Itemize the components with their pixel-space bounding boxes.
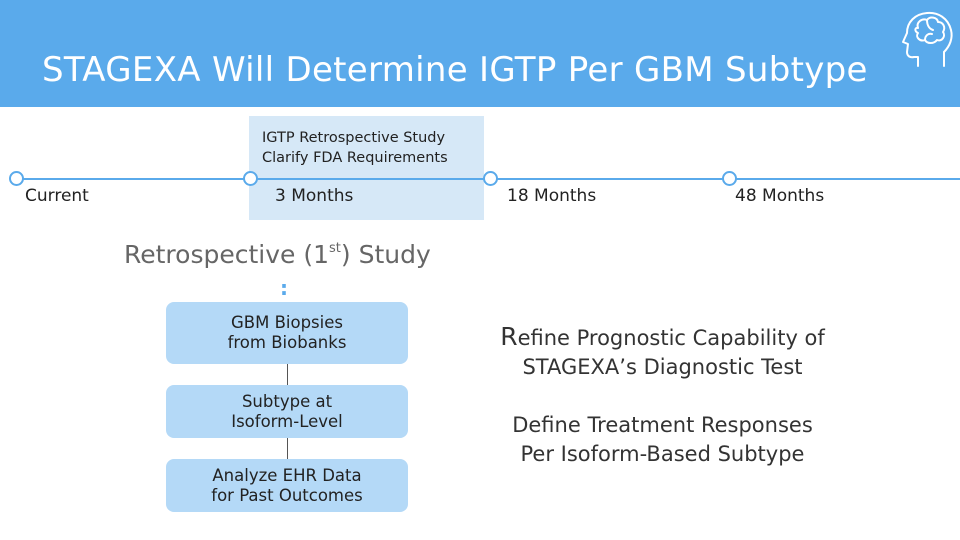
goal-treatment: Define Treatment Responses Per Isoform-B… (455, 411, 870, 469)
header-bar: STAGEXA Will Determine IGTP Per GBM Subt… (0, 0, 960, 107)
step-box-biopsies: GBM Biopsies from Biobanks (166, 302, 408, 364)
step-line: for Past Outcomes (211, 485, 363, 505)
highlight-line-2: Clarify FDA Requirements (262, 150, 448, 166)
goal-line: Refine Prognostic Capability of (500, 322, 825, 351)
step-connector (287, 364, 288, 385)
milestone-dot-18-months (483, 171, 498, 186)
step-line: Subtype at (241, 391, 333, 411)
step-line: Isoform-Level (231, 411, 343, 431)
goal-line: Define Treatment Responses (512, 413, 813, 437)
step-box-ehr: Analyze EHR Data for Past Outcomes (166, 459, 408, 512)
title-connector-mark: : (280, 276, 288, 300)
current-phase-highlight (249, 116, 484, 220)
goal-line: Per Isoform-Based Subtype (520, 442, 805, 466)
milestone-label-48-months: 48 Months (735, 186, 825, 206)
goal-prognostic: Refine Prognostic Capability of STAGEXA’… (455, 322, 870, 382)
milestone-dot-current (9, 171, 24, 186)
step-line: Analyze EHR Data (212, 465, 362, 485)
brain-head-icon (902, 11, 953, 67)
highlight-line-1: IGTP Retrospective Study (262, 130, 446, 146)
step-line: GBM Biopsies (231, 313, 343, 332)
step-connector (287, 438, 288, 459)
step-box-subtype: Subtype at Isoform-Level (166, 385, 408, 438)
milestone-label-3-months: 3 Months (275, 186, 354, 206)
milestone-dot-48-months (722, 171, 737, 186)
milestone-dot-3-months (243, 171, 258, 186)
goal-line: STAGEXA’s Diagnostic Test (522, 355, 803, 379)
slide-title: STAGEXA Will Determine IGTP Per GBM Subt… (42, 50, 868, 90)
study-title: Retrospective (1st) Study (124, 240, 431, 269)
milestone-label-current: Current (25, 186, 89, 206)
step-line: from Biobanks (227, 333, 347, 352)
milestone-label-18-months: 18 Months (507, 186, 597, 206)
